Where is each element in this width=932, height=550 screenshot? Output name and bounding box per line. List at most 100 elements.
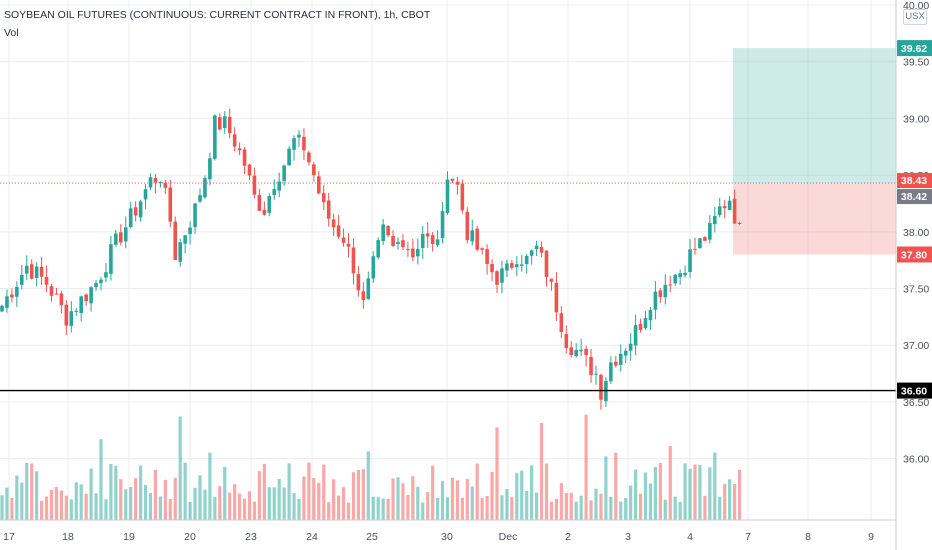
volume-bar (104, 499, 108, 520)
x-tick-label: 4 (687, 531, 693, 543)
candle-body (208, 158, 212, 180)
x-tick-label: 30 (441, 531, 453, 543)
volume-bar (252, 501, 257, 520)
candles (0, 108, 742, 410)
volume-bar (668, 445, 672, 520)
volume-bar (728, 479, 732, 520)
candle-body (99, 279, 103, 284)
candle-body (168, 187, 173, 222)
y-tick-label: 36.50 (903, 397, 929, 409)
loss-zone[interactable] (733, 184, 896, 255)
candle-body (331, 219, 336, 228)
candle-body (737, 222, 742, 225)
volume-bar (15, 475, 19, 520)
profit-zone[interactable] (733, 48, 896, 185)
volume-bar (723, 484, 727, 520)
currency-badge[interactable]: USX (903, 9, 927, 25)
volume-bar (361, 469, 365, 520)
candle-body (425, 233, 430, 237)
volume-bar (163, 479, 167, 520)
volume-bar (421, 502, 425, 520)
candle-body (188, 227, 192, 235)
candle-body (356, 274, 361, 291)
candle-body (549, 278, 554, 282)
candle-body (321, 193, 326, 203)
volume-bar (559, 483, 563, 520)
candle-body (534, 245, 539, 249)
volume-bar (79, 484, 83, 520)
volume-bar (614, 452, 618, 520)
candle-body (153, 177, 158, 183)
x-tick-label: 2 (565, 531, 571, 543)
volume-bar (198, 475, 202, 520)
candle-body (178, 242, 182, 262)
volume-bar (678, 501, 682, 520)
candle-body (114, 233, 118, 245)
candle-body (708, 223, 712, 240)
candle-body (109, 244, 113, 274)
volume-bar (178, 416, 182, 520)
candle-body (272, 189, 277, 196)
x-tick-label: 20 (184, 531, 196, 543)
volume-bar (500, 495, 504, 520)
target-price-tag: 39.62 (901, 43, 927, 55)
volume-bar (208, 452, 212, 520)
volume-bar (653, 466, 657, 520)
volume-bar (228, 492, 232, 520)
candle-body (411, 248, 415, 258)
candle-body (39, 266, 44, 277)
volume-bar (683, 463, 687, 520)
volume-bar (203, 489, 207, 520)
candle-body (599, 374, 603, 400)
candle-body (673, 274, 677, 284)
candle-body (15, 286, 19, 297)
volume-bar (119, 479, 123, 520)
volume-bar (158, 496, 162, 520)
candle-body (247, 164, 252, 176)
volume-bar (673, 496, 677, 520)
volume-bar (515, 473, 519, 520)
candle-body (698, 238, 702, 249)
y-tick-label: 37.00 (903, 340, 929, 352)
chart-title: SOYBEAN OIL FUTURES (CONTINUOUS: CURRENT… (4, 9, 431, 21)
candle-body (148, 177, 153, 188)
volume-bar (401, 483, 405, 520)
volume-bar (703, 495, 707, 520)
volume-bar (292, 493, 296, 520)
volume-bar (366, 451, 370, 520)
candle-body (470, 230, 475, 242)
x-tick-label: 18 (62, 531, 74, 543)
volume-bar (381, 498, 385, 520)
volume-indicator-label[interactable]: Vol (4, 27, 19, 39)
volume-bar (737, 469, 742, 520)
volume-bar (134, 478, 138, 520)
x-tick-label: 23 (245, 531, 257, 543)
volume-bar (302, 476, 306, 520)
volume-bar (535, 492, 539, 520)
volume-bar (530, 465, 534, 520)
volume-bar (317, 482, 321, 520)
candle-body (64, 304, 69, 326)
candle-body (465, 211, 470, 241)
candle-body (5, 296, 9, 308)
volume-bar (713, 452, 717, 520)
volume-bar (445, 497, 450, 520)
candle-body (227, 116, 232, 134)
position-tool[interactable] (733, 48, 896, 255)
volume-bar (25, 462, 29, 520)
candle-body (242, 149, 247, 166)
volume-bar (143, 484, 148, 520)
volume-bar (371, 496, 375, 520)
candle-body (544, 250, 549, 278)
volume-bar (223, 466, 227, 520)
volume-bar (213, 496, 217, 520)
candle-body (648, 310, 653, 321)
candle-body (317, 176, 321, 194)
candle-body (198, 195, 202, 202)
volume-bar (193, 487, 197, 520)
volume-bar (10, 497, 14, 520)
candle-body (277, 181, 281, 191)
candle-body (49, 286, 54, 296)
volume-bar (584, 414, 588, 520)
